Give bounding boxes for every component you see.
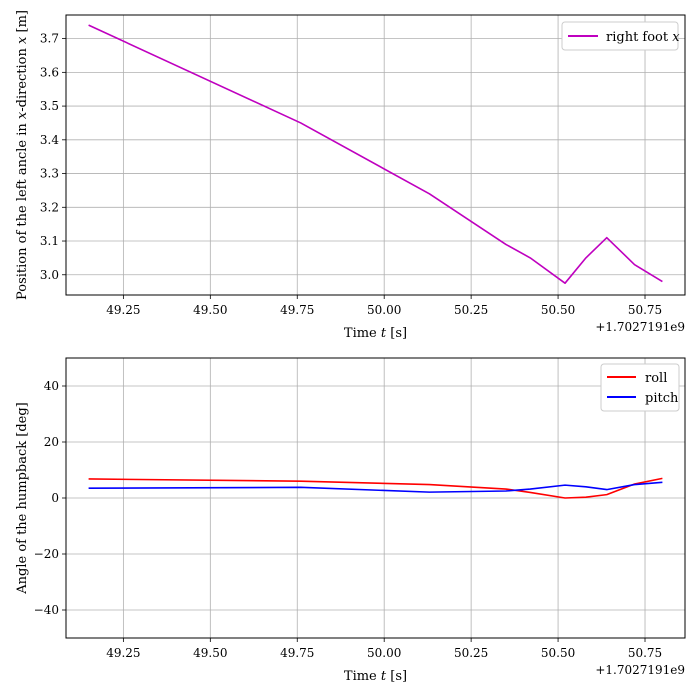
series-line-pitch [88,481,663,493]
x-tick-label: 50.50 [541,303,575,317]
series-layer-top [88,24,663,284]
legend-label-right-foot-var: x [672,30,680,45]
series-layer-bottom [88,477,663,499]
x-tick-label: 50.25 [454,303,488,317]
grid-top [66,15,685,295]
y-axis-label-var: x [15,111,30,119]
x-axis-label-var: t [381,669,387,684]
x-tick-label: 49.25 [106,646,140,660]
y-axis-label-var2: x [15,36,30,44]
x-ticks-bottom: 49.25 49.50 49.75 50.00 50.25 50.50 50.75 [106,638,662,660]
legend-box-top [561,21,679,51]
x-tick-label: 50.75 [628,303,662,317]
series-line-roll [88,477,663,499]
x-tick-label: 49.50 [193,646,227,660]
y-tick-label: 3.5 [40,99,59,113]
y-tick-label: 3.7 [40,32,59,46]
y-tick-label: 20 [44,435,59,449]
x-tick-label: 49.75 [280,646,314,660]
y-tick-label: 3.1 [40,234,59,248]
x-axis-label-top: Time t [s] [344,326,407,341]
chart-bottom: 49.25 49.50 49.75 50.00 50.25 50.50 50.75 −40−… [15,357,686,684]
y-axis-label-top: Position of the left ancle in x-directio… [15,10,30,300]
x-offset-label-top: +1.7027191e9 [595,320,685,334]
legend-label-right-foot: right foot x [606,30,680,45]
x-tick-label: 50.00 [367,646,401,660]
y-tick-label: 3.6 [40,65,59,79]
legend-label-pitch: pitch [645,391,679,406]
y-ticks-bottom: −40 −20 0 20 40 [34,379,66,617]
x-tick-label: 49.75 [280,303,314,317]
legend-top: right foot x [561,21,680,51]
x-axis-label-prefix: Time [344,669,381,684]
plot-frame-top [65,14,686,296]
legend-bottom: roll pitch [600,363,680,412]
y-tick-label: −20 [34,547,59,561]
y-tick-label: −40 [34,603,59,617]
y-ticks-top: 3.0 3.1 3.2 3.3 3.4 3.5 3.6 3.7 [40,32,66,282]
y-tick-label: 3.0 [40,268,59,282]
x-axis-label-bottom: Time t [s] [344,669,407,684]
y-tick-label: 3.4 [40,133,59,147]
x-axis-label-suffix: [s] [386,326,407,341]
y-axis-label-unit: [m] [15,10,30,37]
x-offset-label-bottom: +1.7027191e9 [595,663,685,677]
x-tick-label: 50.00 [367,303,401,317]
legend-box-bottom [600,363,680,412]
y-tick-label: 0 [51,491,59,505]
x-ticks-top: 49.25 49.50 49.75 50.00 50.25 50.50 50.75 [106,295,662,317]
x-tick-label: 50.25 [454,646,488,660]
x-tick-label: 49.50 [193,303,227,317]
y-tick-label: 3.2 [40,200,59,214]
y-tick-label: 3.3 [40,167,59,181]
legend-label-roll: roll [645,371,667,386]
y-tick-label: 40 [44,379,59,393]
x-axis-label-suffix: [s] [386,669,407,684]
x-tick-label: 50.75 [628,646,662,660]
series-line-right-foot [88,24,663,284]
y-axis-label-suffix: -direction [15,44,30,112]
legend-label-right-foot-name: right foot [606,30,672,45]
x-axis-label-prefix: Time [344,326,381,341]
x-tick-label: 50.50 [541,646,575,660]
x-axis-label-var: t [381,326,387,341]
chart-top: 49.25 49.50 49.75 50.00 50.25 50.50 50.75 3.03… [15,10,686,341]
y-axis-label-prefix: Position of the left ancle in [15,119,30,300]
x-tick-label: 49.25 [106,303,140,317]
y-axis-label-bottom: Angle of the humpback [deg] [15,402,30,595]
